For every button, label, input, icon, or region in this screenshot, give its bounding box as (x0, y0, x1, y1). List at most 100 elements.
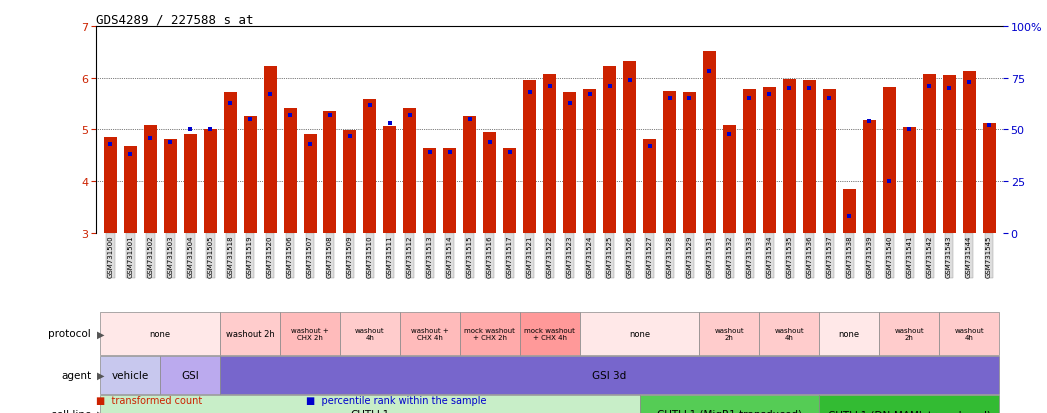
Bar (519, 312, 580, 356)
Text: washout
4h: washout 4h (954, 327, 984, 340)
Bar (124, 147, 137, 233)
Bar (703, 52, 716, 233)
Bar (101, 395, 640, 413)
Point (462, 116, 478, 123)
Point (222, 100, 239, 107)
Point (182, 127, 199, 133)
Point (701, 69, 718, 76)
Bar (883, 88, 895, 233)
Text: protocol: protocol (48, 329, 91, 339)
Bar (640, 395, 820, 413)
Bar (663, 91, 676, 233)
Bar (160, 356, 220, 394)
Point (900, 127, 917, 133)
Point (721, 131, 738, 138)
Point (621, 77, 638, 84)
Text: mock washout
+ CHX 4h: mock washout + CHX 4h (525, 327, 575, 340)
Bar (383, 126, 397, 233)
Point (381, 121, 398, 127)
Text: cell line: cell line (50, 409, 91, 413)
Bar (823, 90, 836, 233)
Point (521, 90, 538, 96)
Bar (580, 312, 699, 356)
Bar (400, 312, 460, 356)
Text: washout
4h: washout 4h (355, 327, 384, 340)
Text: GDS4289 / 227588_s_at: GDS4289 / 227588_s_at (96, 13, 253, 26)
Bar (643, 140, 656, 233)
Text: ■  percentile rank within the sample: ■ percentile rank within the sample (306, 395, 486, 405)
Point (881, 178, 897, 185)
Bar (879, 312, 939, 356)
Bar (464, 117, 476, 233)
Point (162, 139, 179, 146)
Bar (104, 138, 117, 233)
Text: none: none (629, 329, 650, 338)
Bar (820, 395, 999, 413)
Bar (939, 312, 999, 356)
Point (482, 139, 498, 146)
Point (282, 112, 298, 119)
Text: CUTLL1: CUTLL1 (351, 409, 389, 413)
Text: ■  transformed count: ■ transformed count (96, 395, 202, 405)
Bar (743, 90, 756, 233)
Bar (763, 88, 776, 233)
Text: ▶: ▶ (97, 409, 105, 413)
Bar (583, 90, 596, 233)
Bar (803, 81, 816, 233)
Point (401, 112, 418, 119)
Text: ▶: ▶ (97, 370, 105, 380)
Point (361, 102, 378, 109)
Bar (903, 128, 916, 233)
Bar (722, 126, 736, 233)
Bar (284, 108, 296, 233)
Bar (699, 312, 759, 356)
Point (801, 85, 818, 92)
Bar (922, 74, 936, 233)
Point (302, 141, 318, 148)
Bar (460, 312, 519, 356)
Point (262, 92, 279, 98)
Point (442, 150, 459, 156)
Bar (563, 93, 576, 233)
Point (202, 127, 219, 133)
Point (861, 119, 877, 125)
Bar (304, 134, 316, 233)
Text: none: none (839, 329, 860, 338)
Bar (220, 356, 999, 394)
Point (821, 96, 838, 102)
Bar (623, 62, 636, 233)
Text: washout +
CHX 4h: washout + CHX 4h (411, 327, 449, 340)
Text: washout
2h: washout 2h (894, 327, 923, 340)
Point (102, 141, 118, 148)
Bar (280, 312, 340, 356)
Bar (543, 74, 556, 233)
Text: agent: agent (61, 370, 91, 380)
Point (682, 96, 698, 102)
Point (341, 133, 358, 140)
Bar (843, 190, 855, 233)
Point (661, 96, 677, 102)
Bar (484, 133, 496, 233)
Point (920, 83, 937, 90)
Point (601, 83, 618, 90)
Text: GSI: GSI (181, 370, 199, 380)
Point (641, 143, 658, 150)
Bar (101, 356, 160, 394)
Point (121, 152, 138, 158)
Bar (143, 126, 157, 233)
Point (940, 85, 957, 92)
Point (541, 83, 558, 90)
Bar (264, 67, 276, 233)
Bar (443, 148, 456, 233)
Point (561, 100, 578, 107)
Text: washout
4h: washout 4h (775, 327, 804, 340)
Point (502, 150, 518, 156)
Point (761, 92, 778, 98)
Bar (324, 112, 336, 233)
Point (142, 135, 159, 142)
Text: CUTLL1 (MigR1 transduced): CUTLL1 (MigR1 transduced) (656, 409, 802, 413)
Text: vehicle: vehicle (112, 370, 149, 380)
Bar (101, 312, 220, 356)
Point (242, 116, 259, 123)
Bar (204, 130, 217, 233)
